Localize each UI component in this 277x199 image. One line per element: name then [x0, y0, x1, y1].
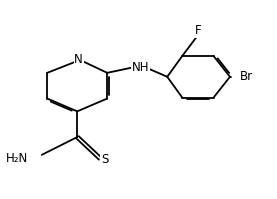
Text: F: F	[195, 24, 202, 37]
Text: H₂N: H₂N	[6, 152, 28, 165]
Text: S: S	[101, 153, 108, 166]
Text: N: N	[74, 54, 83, 66]
Text: Br: Br	[240, 70, 253, 83]
Text: NH: NH	[132, 61, 150, 74]
